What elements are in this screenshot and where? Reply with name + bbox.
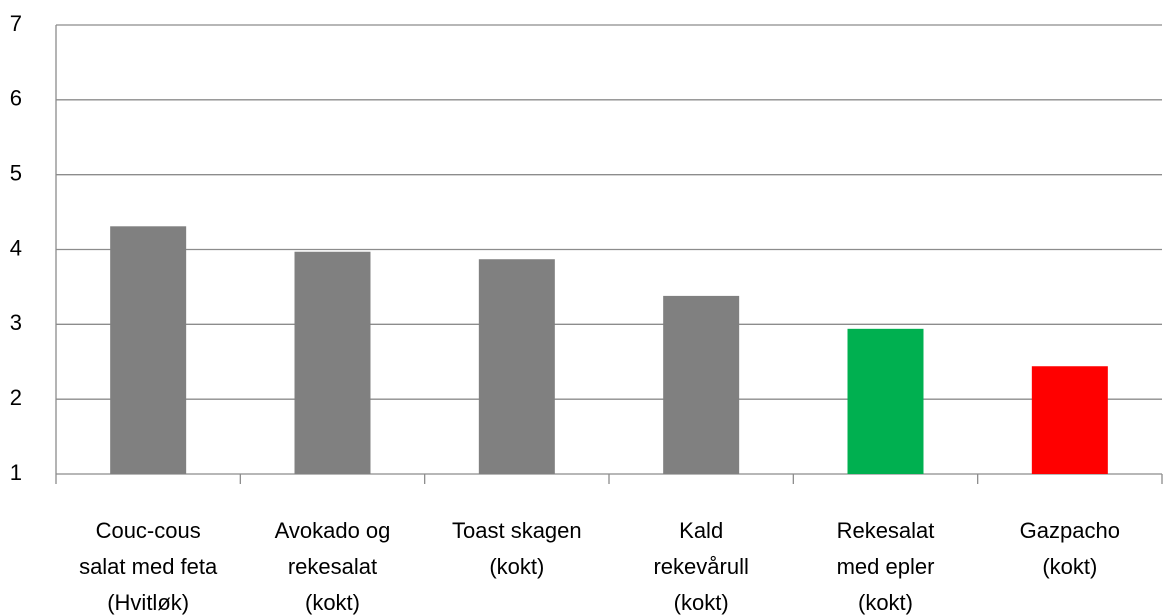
y-tick-label: 5 xyxy=(10,160,22,185)
x-tick-label: rekesalat xyxy=(288,554,377,579)
y-tick-label: 1 xyxy=(10,460,22,485)
x-tick-label: rekevårull xyxy=(653,554,748,579)
bar xyxy=(847,328,924,474)
x-tick-label: Rekesalat xyxy=(837,518,935,543)
bar xyxy=(478,259,555,474)
x-tick-label: (kokt) xyxy=(305,590,360,615)
x-tick-label: Gazpacho xyxy=(1020,518,1120,543)
bar xyxy=(110,226,187,474)
x-tick-label: (kokt) xyxy=(674,590,729,615)
x-tick-label: Kald xyxy=(679,518,723,543)
x-tick-label: med epler xyxy=(837,554,935,579)
y-tick-label: 4 xyxy=(10,235,22,260)
bar xyxy=(294,251,371,474)
x-tick-label: (kokt) xyxy=(858,590,913,615)
x-tick-label: (kokt) xyxy=(489,554,544,579)
bar xyxy=(663,295,740,474)
x-tick-label: (kokt) xyxy=(1042,554,1097,579)
x-tick-label: Couc-cous xyxy=(96,518,201,543)
y-tick-label: 3 xyxy=(10,310,22,335)
x-tick-label: (Hvitløk) xyxy=(107,590,189,615)
x-tick-label: Toast skagen xyxy=(452,518,582,543)
y-tick-label: 2 xyxy=(10,385,22,410)
y-tick-label: 6 xyxy=(10,86,22,111)
x-tick-label: Avokado og xyxy=(275,518,391,543)
y-tick-label: 7 xyxy=(10,11,22,36)
x-tick-label: salat med feta xyxy=(79,554,218,579)
bar xyxy=(1031,366,1108,474)
